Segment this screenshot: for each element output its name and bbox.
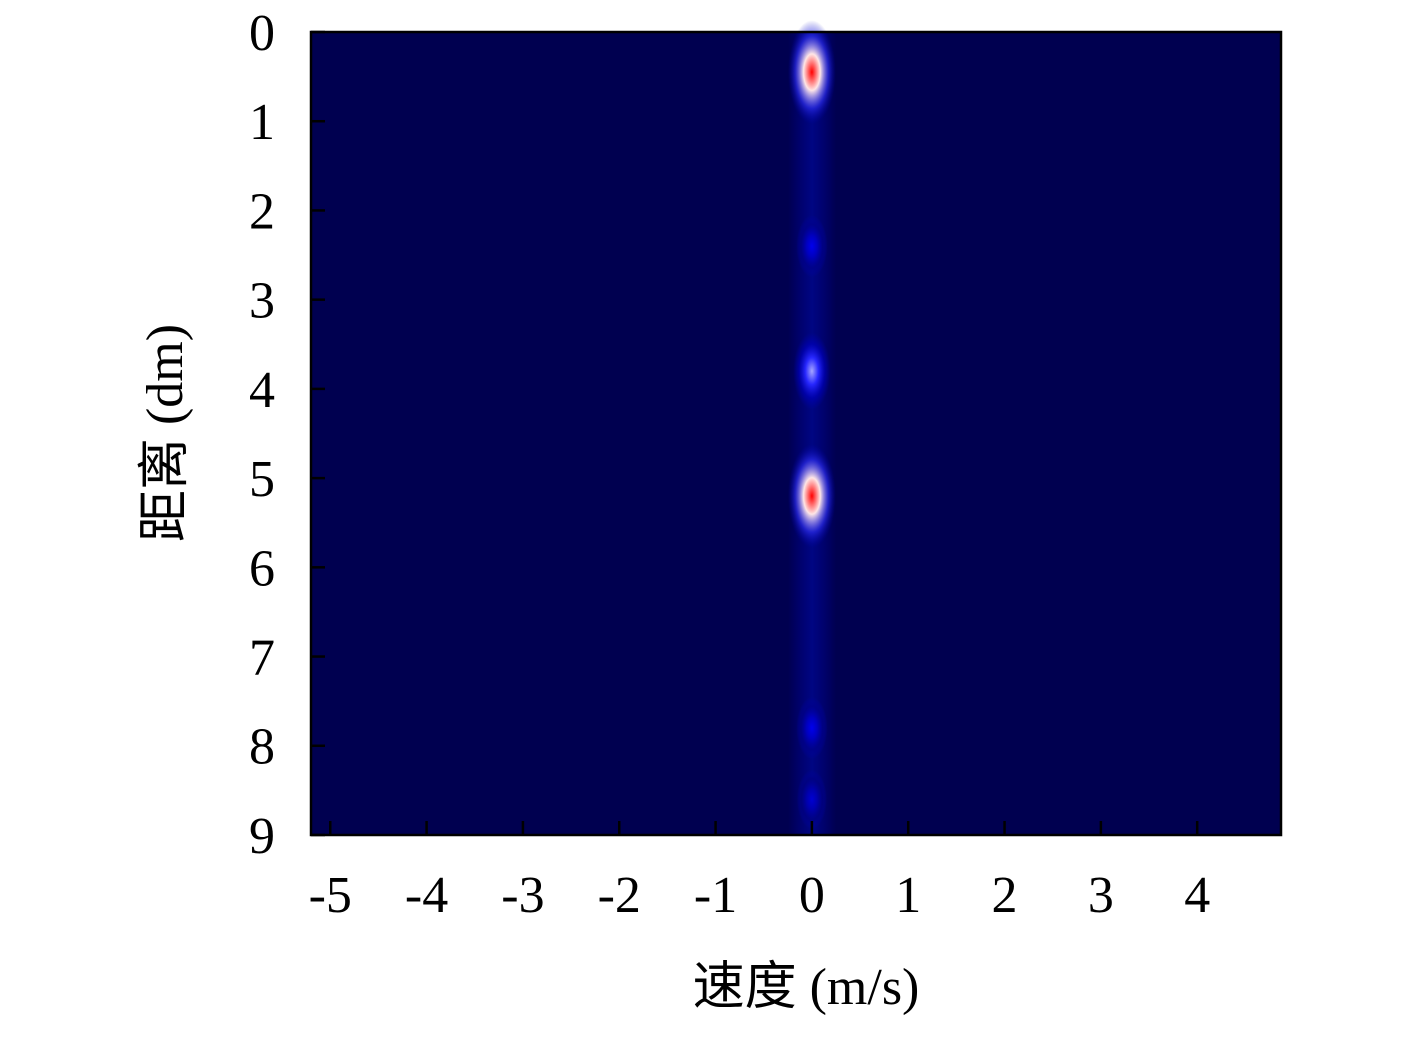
blobs <box>787 20 836 829</box>
y-axis-label: 距离 (dm) <box>137 324 194 542</box>
x-tick-label: 4 <box>1184 867 1210 924</box>
x-tick-label: -5 <box>309 867 352 924</box>
x-tick-label: -4 <box>405 867 448 924</box>
y-tick-label: 0 <box>249 5 275 62</box>
x-tick-label: 0 <box>799 867 825 924</box>
x-tick-label: -2 <box>598 867 641 924</box>
x-tick-label: 3 <box>1088 867 1114 924</box>
y-tick-label: 3 <box>249 273 275 330</box>
plot-frame <box>309 30 1283 837</box>
y-tick-label: 4 <box>249 362 275 419</box>
y-tick-label: 2 <box>249 183 275 240</box>
x-tick-label: -3 <box>501 867 544 924</box>
y-tick-label: 5 <box>249 451 275 508</box>
heat-blob <box>793 332 831 410</box>
y-tick-label: 6 <box>249 540 275 597</box>
heat-blob <box>796 769 827 829</box>
heat-blob <box>787 20 836 125</box>
heat-blob <box>796 215 828 278</box>
x-tick-label: 2 <box>992 867 1018 924</box>
x-tick-label: 1 <box>895 867 921 924</box>
heat-blob <box>796 696 828 759</box>
x-tick-label: -1 <box>694 867 737 924</box>
x-axis-label: 速度 (m/s) <box>693 959 920 1016</box>
y-tick-label: 7 <box>249 629 275 686</box>
y-tick-label: 9 <box>249 808 275 865</box>
y-tick-label: 1 <box>249 94 275 151</box>
heat-blob <box>787 443 836 548</box>
y-tick-label: 8 <box>249 719 275 776</box>
